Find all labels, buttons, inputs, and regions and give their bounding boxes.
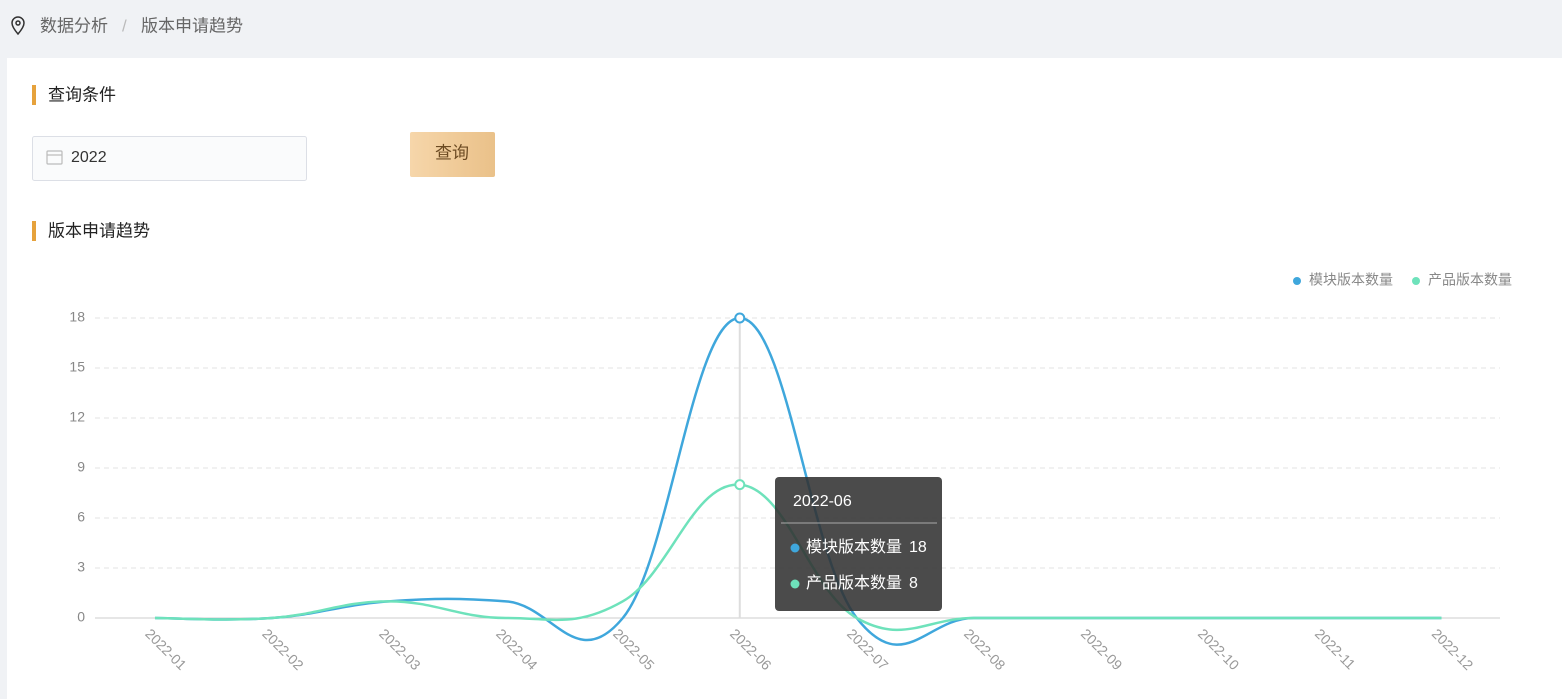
year-value: 2022 bbox=[71, 149, 107, 166]
section-title: 版本申请趋势 bbox=[48, 221, 150, 240]
query-button-label[interactable]: 查询 bbox=[435, 143, 469, 162]
calendar-icon bbox=[46, 150, 63, 165]
tooltip-value: 18 bbox=[909, 539, 927, 556]
section-marker bbox=[32, 85, 36, 105]
y-tick-label: 9 bbox=[77, 459, 85, 475]
breadcrumb-item: 版本申请趋势 bbox=[141, 16, 243, 35]
tooltip-value: 8 bbox=[909, 575, 918, 592]
location-icon bbox=[11, 16, 25, 36]
query-button[interactable] bbox=[410, 132, 495, 177]
y-tick-label: 3 bbox=[77, 559, 85, 575]
year-picker[interactable] bbox=[32, 136, 307, 181]
tooltip-box bbox=[775, 477, 942, 611]
tooltip-series-name: 模块版本数量 bbox=[806, 538, 902, 556]
tooltip-swatch bbox=[790, 543, 800, 553]
tooltip: 2022-06 模块版本数量 18 产品版本数量 8 bbox=[775, 477, 942, 611]
breadcrumb-item[interactable]: 数据分析 bbox=[40, 16, 108, 35]
tooltip-title: 2022-06 bbox=[793, 493, 852, 510]
legend-label: 模块版本数量 bbox=[1309, 272, 1393, 288]
legend-swatch bbox=[1293, 277, 1301, 285]
legend-label: 产品版本数量 bbox=[1428, 272, 1512, 288]
highlight-point bbox=[734, 479, 746, 491]
y-tick-label: 15 bbox=[69, 359, 85, 375]
y-tick-label: 6 bbox=[77, 509, 85, 525]
tooltip-series-name: 产品版本数量 bbox=[806, 574, 902, 592]
tooltip-swatch bbox=[790, 579, 800, 589]
highlight-point bbox=[734, 312, 746, 324]
legend-swatch bbox=[1412, 277, 1420, 285]
y-tick-label: 0 bbox=[77, 609, 85, 625]
section-title: 查询条件 bbox=[48, 85, 116, 104]
section-marker bbox=[32, 221, 36, 241]
y-tick-label: 12 bbox=[69, 409, 85, 425]
top-bar bbox=[0, 0, 1562, 58]
y-tick-label: 18 bbox=[69, 309, 85, 325]
breadcrumb-separator: / bbox=[122, 16, 127, 35]
